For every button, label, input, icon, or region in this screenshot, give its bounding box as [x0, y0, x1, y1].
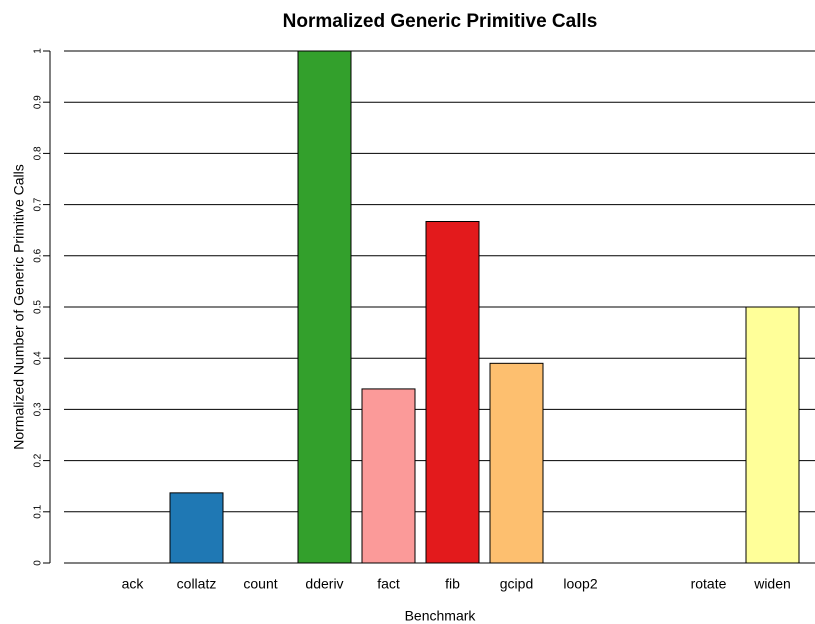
y-tick-label: 0.6 [33, 248, 44, 262]
y-tick-label: 1 [33, 48, 44, 54]
bar [169, 492, 224, 564]
y-tick-label: 0.5 [33, 300, 44, 314]
bar [361, 388, 416, 564]
x-axis-label: Benchmark [405, 608, 477, 624]
x-tick-label: gcipd [500, 576, 533, 592]
bar [489, 362, 544, 564]
x-tick-label: fib [445, 576, 460, 592]
bar [425, 220, 480, 564]
y-tick-label: 0.4 [33, 351, 44, 365]
x-tick-label: loop2 [563, 576, 597, 592]
x-tick-label: rotate [691, 576, 727, 592]
x-tick-label: count [243, 576, 277, 592]
y-tick-label: 0.2 [33, 453, 44, 467]
bar [745, 306, 800, 564]
x-tick-label: collatz [177, 576, 217, 592]
y-tick-label: 0.9 [33, 95, 44, 109]
y-tick-label: 0.3 [33, 402, 44, 416]
chart-title: Normalized Generic Primitive Calls [283, 11, 598, 32]
x-tick-label: fact [377, 576, 400, 592]
y-tick-label: 0.8 [33, 146, 44, 160]
x-tick-label: dderiv [305, 576, 343, 592]
x-tick-label: widen [753, 576, 791, 592]
y-axis-label: Normalized Number of Generic Primitive C… [11, 164, 27, 450]
bar [297, 50, 352, 564]
y-tick-label: 0.7 [33, 197, 44, 211]
y-tick-label: 0 [33, 560, 44, 566]
x-tick-label: ack [122, 576, 145, 592]
y-tick-label: 0.1 [33, 504, 44, 518]
